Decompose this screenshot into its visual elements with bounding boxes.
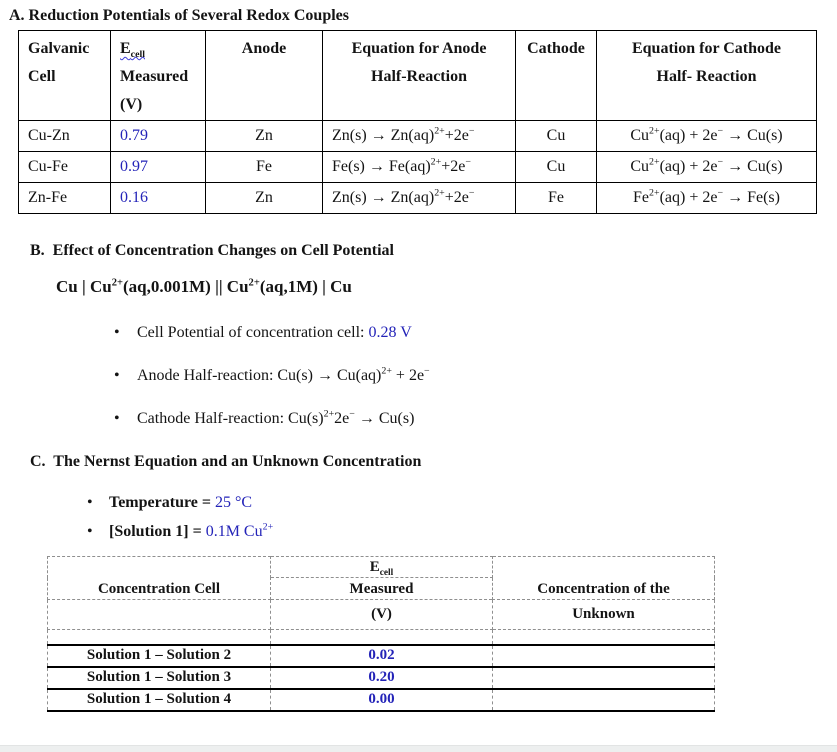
bullet-cathode-half-reaction: • Cathode Half-reaction: Cu(s)2+2e− → Cu(… — [114, 408, 415, 427]
concentration-cell-name: Solution 1 – Solution 4 — [47, 688, 271, 712]
unknown-concentration-cell — [492, 688, 715, 712]
galvanic-cell-name: Cu-Zn — [18, 120, 111, 152]
header-measured: Measured — [270, 577, 493, 600]
anode-metal: Zn — [205, 182, 323, 214]
galvanic-cell-name: Zn-Fe — [18, 182, 111, 214]
table-row: Zn-Fe 0.16 Zn Zn(s) → Zn(aq)2++2e− Fe Fe… — [18, 182, 817, 214]
cell-notation: Cu | Cu2+(aq,0.001M) || Cu2+(aq,1M) | Cu — [56, 277, 352, 296]
header-volts: (V) — [270, 599, 493, 630]
concentration-cell-name: Solution 1 – Solution 2 — [47, 644, 271, 668]
temperature-value: 25 °C — [215, 494, 253, 511]
cathode-equation: Fe2+(aq) + 2e− → Fe(s) — [596, 182, 817, 214]
header-unknown-line2: Unknown — [492, 599, 715, 630]
cathode-equation: Cu2+(aq) + 2e− → Cu(s) — [596, 151, 817, 183]
temperature-label: Temperature — [109, 494, 198, 511]
table-header-row: Galvanic Cell Ecell Measured (V) Anode E… — [18, 30, 817, 121]
reduction-potentials-table: Galvanic Cell Ecell Measured (V) Anode E… — [18, 30, 817, 214]
ecell-label: Ecell — [120, 40, 145, 61]
ecell-value: 0.20 — [270, 666, 493, 690]
table-row: Solution 1 – Solution 2 0.02 — [47, 644, 715, 668]
table-header-row: (V) Unknown — [47, 599, 715, 630]
anode-metal: Fe — [205, 151, 323, 183]
table-row: Cu-Fe 0.97 Fe Fe(s) → Fe(aq)2++2e− Cu Cu… — [18, 151, 817, 183]
ecell-value: 0.16 — [110, 182, 206, 214]
cathode-metal: Fe — [515, 182, 597, 214]
cathode-metal: Cu — [515, 151, 597, 183]
header-anode: Anode — [205, 30, 323, 121]
table-row: Cu-Zn 0.79 Zn Zn(s) → Zn(aq)2++2e− Cu Cu… — [18, 120, 817, 152]
spacer-row — [47, 629, 715, 646]
empty-cell — [47, 629, 271, 646]
bullet-label: Cell Potential of concentration cell: — [137, 324, 369, 341]
table-header-row: Concentration Cell Ecell Concentration o… — [47, 556, 715, 600]
bullet-icon: • — [87, 494, 93, 511]
concentration-cells-table: Concentration Cell Ecell Concentration o… — [47, 556, 715, 712]
anode-equation: Zn(s) → Zn(aq)2++2e− — [322, 120, 516, 152]
ecell-value: 0.02 — [270, 644, 493, 668]
bullet-cell-potential: • Cell Potential of concentration cell: 0… — [114, 324, 412, 342]
bullet-anode-half-reaction: • Anode Half-reaction: Cu(s) → Cu(aq)2+ +… — [114, 365, 430, 384]
section-a-title: A. Reduction Potentials of Several Redox… — [9, 7, 349, 24]
bullet-icon: • — [114, 324, 120, 341]
header-ecell: Ecell — [270, 556, 493, 578]
empty-cell — [270, 629, 493, 646]
table-row: Solution 1 – Solution 4 0.00 — [47, 688, 715, 712]
header-galvanic-cell: Galvanic Cell — [18, 30, 111, 121]
bullet-icon: • — [114, 367, 120, 384]
bullet-icon: • — [114, 410, 120, 427]
header-unknown-line1: Concentration of the — [492, 556, 715, 600]
ecell-value: 0.00 — [270, 688, 493, 712]
concentration-cell-name: Solution 1 – Solution 3 — [47, 666, 271, 690]
section-b-title: B. Effect of Concentration Changes on Ce… — [30, 242, 394, 259]
header-concentration-cell: Concentration Cell — [47, 556, 271, 600]
header-ecell-measured: Ecell Measured (V) — [110, 30, 206, 121]
galvanic-cell-name: Cu-Fe — [18, 151, 111, 183]
bullet-temperature: • Temperature = 25 °C — [87, 494, 253, 511]
table-row: Solution 1 – Solution 3 0.20 — [47, 666, 715, 690]
bullet-solution-1: • [Solution 1] = 0.1M Cu2+ — [87, 521, 274, 540]
solution-1-value: 0.1M Cu2+ — [205, 521, 274, 540]
page-edge-strip — [0, 745, 837, 752]
ecell-value: 0.97 — [110, 151, 206, 183]
anode-equation: Fe(s) → Fe(aq)2++2e− — [322, 151, 516, 183]
header-cathode: Cathode — [515, 30, 597, 121]
section-c-title: C. The Nernst Equation and an Unknown Co… — [30, 453, 422, 470]
cathode-equation: Cu2+(aq) + 2e− → Cu(s) — [596, 120, 817, 152]
ecell-value: 0.79 — [110, 120, 206, 152]
anode-metal: Zn — [205, 120, 323, 152]
unknown-concentration-cell — [492, 644, 715, 668]
solution-1-label: [Solution 1] — [109, 523, 189, 540]
cathode-metal: Cu — [515, 120, 597, 152]
anode-equation: Zn(s) → Zn(aq)2++2e− — [322, 182, 516, 214]
cell-potential-value: 0.28 V — [368, 324, 412, 341]
unknown-concentration-cell — [492, 666, 715, 690]
header-anode-equation: Equation for Anode Half-Reaction — [322, 30, 516, 121]
empty-cell — [492, 629, 715, 646]
bullet-icon: • — [87, 523, 93, 540]
empty-cell — [47, 599, 271, 630]
header-cathode-equation: Equation for Cathode Half- Reaction — [596, 30, 817, 121]
